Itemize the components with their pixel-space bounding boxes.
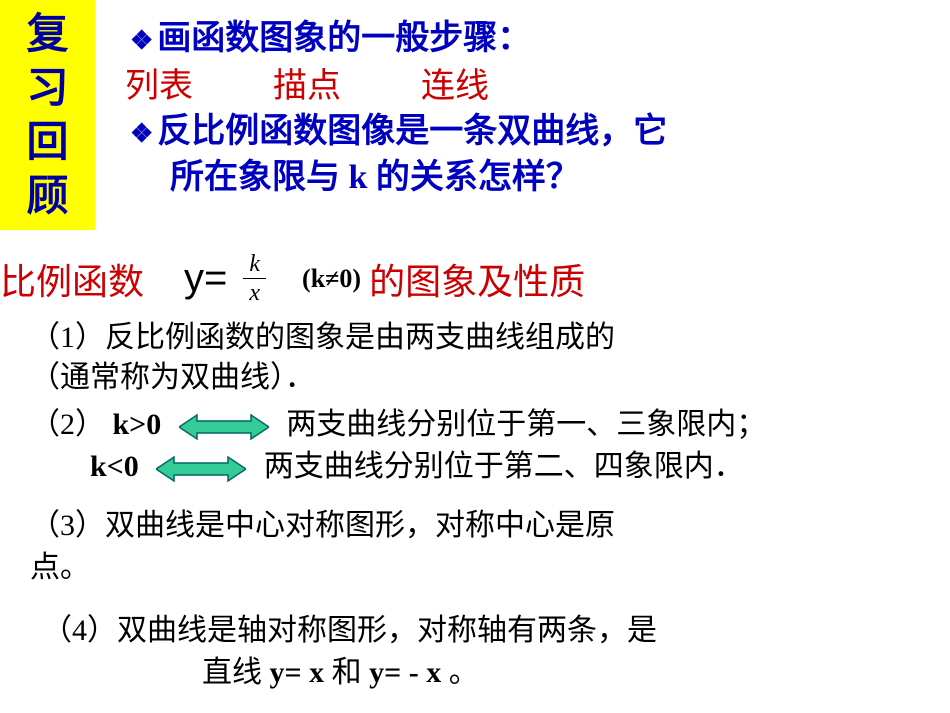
property-1-line2: （通常称为双曲线）． (30, 358, 615, 398)
bullet2-line2-post: 的关系怎样？ (376, 159, 580, 196)
step-1: 列表 (125, 58, 193, 107)
property-2: （2） k>0 两支曲线分别位于第一、三象限内； k<0 两支曲线分别位于第二、… (30, 404, 766, 488)
section-title-red1: 比例函数 (0, 253, 144, 305)
double-arrow-icon (156, 455, 246, 483)
k-variable: k (340, 159, 376, 196)
diamond-icon: ❖ (130, 112, 153, 156)
sidebar-char-3: 回 (26, 116, 68, 170)
step-3: 连线 (421, 58, 489, 107)
sidebar-char-2: 习 (26, 62, 68, 116)
property-4-line2-post: 。 (441, 656, 479, 689)
property-1-line1: （1）反比例函数的图象是由两支曲线组成的 (30, 318, 615, 358)
eq-y-neg-x: y= - x (369, 656, 441, 689)
fraction-denominator: x (249, 279, 260, 305)
property-4: （4）双曲线是轴对称图形，对称轴有两条，是 直线 y= x 和 y= - x 。 (42, 610, 657, 694)
sidebar-char-4: 顾 (26, 170, 68, 224)
bullet1-text: 画函数图象的一般步骤： (157, 20, 531, 57)
sidebar-review: 复 习 回 顾 (0, 0, 95, 230)
double-arrow-icon (179, 413, 269, 441)
bullet2-line2-pre: 所在象限与 (170, 159, 340, 196)
property-3: （3）双曲线是中心对称图形，对称中心是原 点。 (30, 505, 615, 589)
k-less-0: k<0 (90, 450, 139, 483)
property-4-mid: 和 (324, 656, 369, 689)
k-not-zero: (k≠0) (302, 264, 361, 294)
section-title: 比例函数 y= k x (k≠0) 的图象及性质 (0, 252, 585, 305)
property-2-quadrant13: 两支曲线分别位于第一、三象限内； (286, 408, 766, 441)
sidebar-char-1: 复 (26, 8, 68, 62)
bullet-steps-heading: ❖画函数图象的一般步骤： (130, 10, 531, 59)
section-title-red2: 的图象及性质 (369, 253, 585, 305)
k-greater-0: k>0 (113, 408, 162, 441)
eq-y-x: y= x (270, 656, 325, 689)
y-equals: y= (184, 256, 227, 301)
property-1: （1）反比例函数的图象是由两支曲线组成的 （通常称为双曲线）． (30, 318, 615, 398)
bullet-hyperbola-question: ❖反比例函数图像是一条双曲线，它 所在象限与 k 的关系怎样？ (130, 110, 667, 200)
steps-row: 列表 描点 连线 (125, 58, 489, 107)
property-4-line1: （4）双曲线是轴对称图形，对称轴有两条，是 (42, 610, 657, 652)
fraction-k-over-x: k x (243, 252, 266, 305)
step-2: 描点 (273, 58, 341, 107)
bullet2-line1: 反比例函数图像是一条双曲线，它 (157, 113, 667, 150)
property-4-line2-pre: 直线 (202, 656, 270, 689)
property-3-line1: （3）双曲线是中心对称图形，对称中心是原 (30, 505, 615, 547)
property-2-quadrant24: 两支曲线分别位于第二、四象限内． (264, 450, 744, 483)
diamond-icon: ❖ (130, 26, 153, 56)
property-2-prefix: （2） (30, 408, 113, 441)
fraction-numerator: k (243, 252, 266, 279)
property-3-line2: 点。 (30, 547, 615, 589)
